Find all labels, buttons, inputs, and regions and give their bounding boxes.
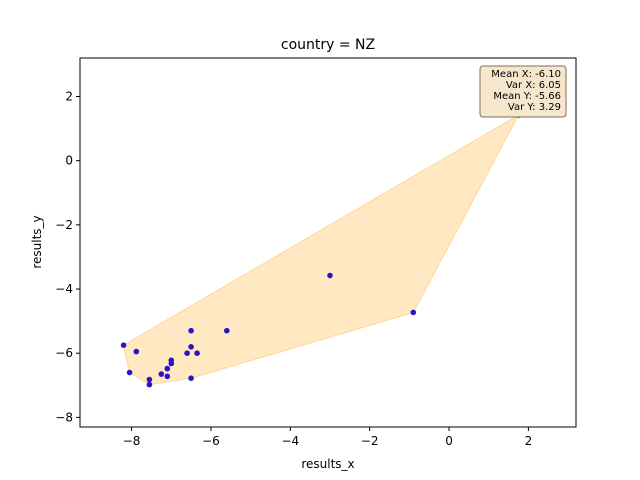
chart-title: country = NZ [281, 37, 375, 53]
y-tick-label-4: 0 [65, 154, 73, 168]
y-tick-label-0: −8 [55, 410, 73, 424]
data-point-5 [126, 369, 133, 376]
x-tick-label-5: 2 [525, 434, 533, 448]
stats-box: Mean X: -6.10 Var X: 6.05 Mean Y: -5.66 … [479, 65, 567, 118]
data-point-17 [188, 375, 194, 382]
data-point-9 [164, 365, 171, 372]
data-point-7 [146, 381, 153, 388]
stats-var-y: Var Y: 3.29 [508, 102, 561, 113]
data-point-3 [120, 342, 127, 349]
y-tick-label-5: 2 [65, 90, 73, 104]
data-point-1 [327, 272, 333, 279]
data-point-14 [188, 327, 194, 334]
x-tick-label-3: −2 [361, 434, 379, 448]
plot-area [79, 57, 577, 428]
stats-mean-x: Mean X: -6.10 [491, 69, 561, 80]
data-point-2 [410, 309, 417, 316]
x-axis-ticks: −8 −6 −4 −2 0 2 [123, 427, 532, 448]
data-point-4 [133, 348, 140, 355]
x-tick-label-1: −6 [202, 434, 220, 448]
y-axis-ticks: −8 −6 −4 −2 0 2 [55, 90, 80, 424]
y-tick-label-1: −6 [55, 346, 73, 360]
data-point-12 [168, 360, 175, 367]
data-point-13 [184, 350, 190, 357]
data-point-8 [158, 371, 165, 377]
x-tick-label-2: −4 [281, 434, 299, 448]
data-point-15 [188, 344, 194, 350]
x-tick-label-4: 0 [445, 434, 453, 448]
stats-box-background [479, 65, 567, 118]
y-axis-label: results_y [30, 215, 44, 268]
y-tick-label-2: −4 [55, 282, 73, 296]
data-point-6 [146, 376, 153, 383]
stats-var-x: Var X: 6.05 [506, 80, 561, 91]
data-point-18 [224, 327, 230, 334]
data-point-16 [194, 350, 200, 357]
x-axis-label: results_x [301, 457, 354, 471]
plot-frame [79, 57, 577, 428]
y-tick-label-3: −2 [55, 218, 73, 232]
data-point-10 [164, 373, 171, 380]
stats-mean-y: Mean Y: -5.66 [493, 91, 561, 102]
x-tick-label-0: −8 [123, 434, 141, 448]
